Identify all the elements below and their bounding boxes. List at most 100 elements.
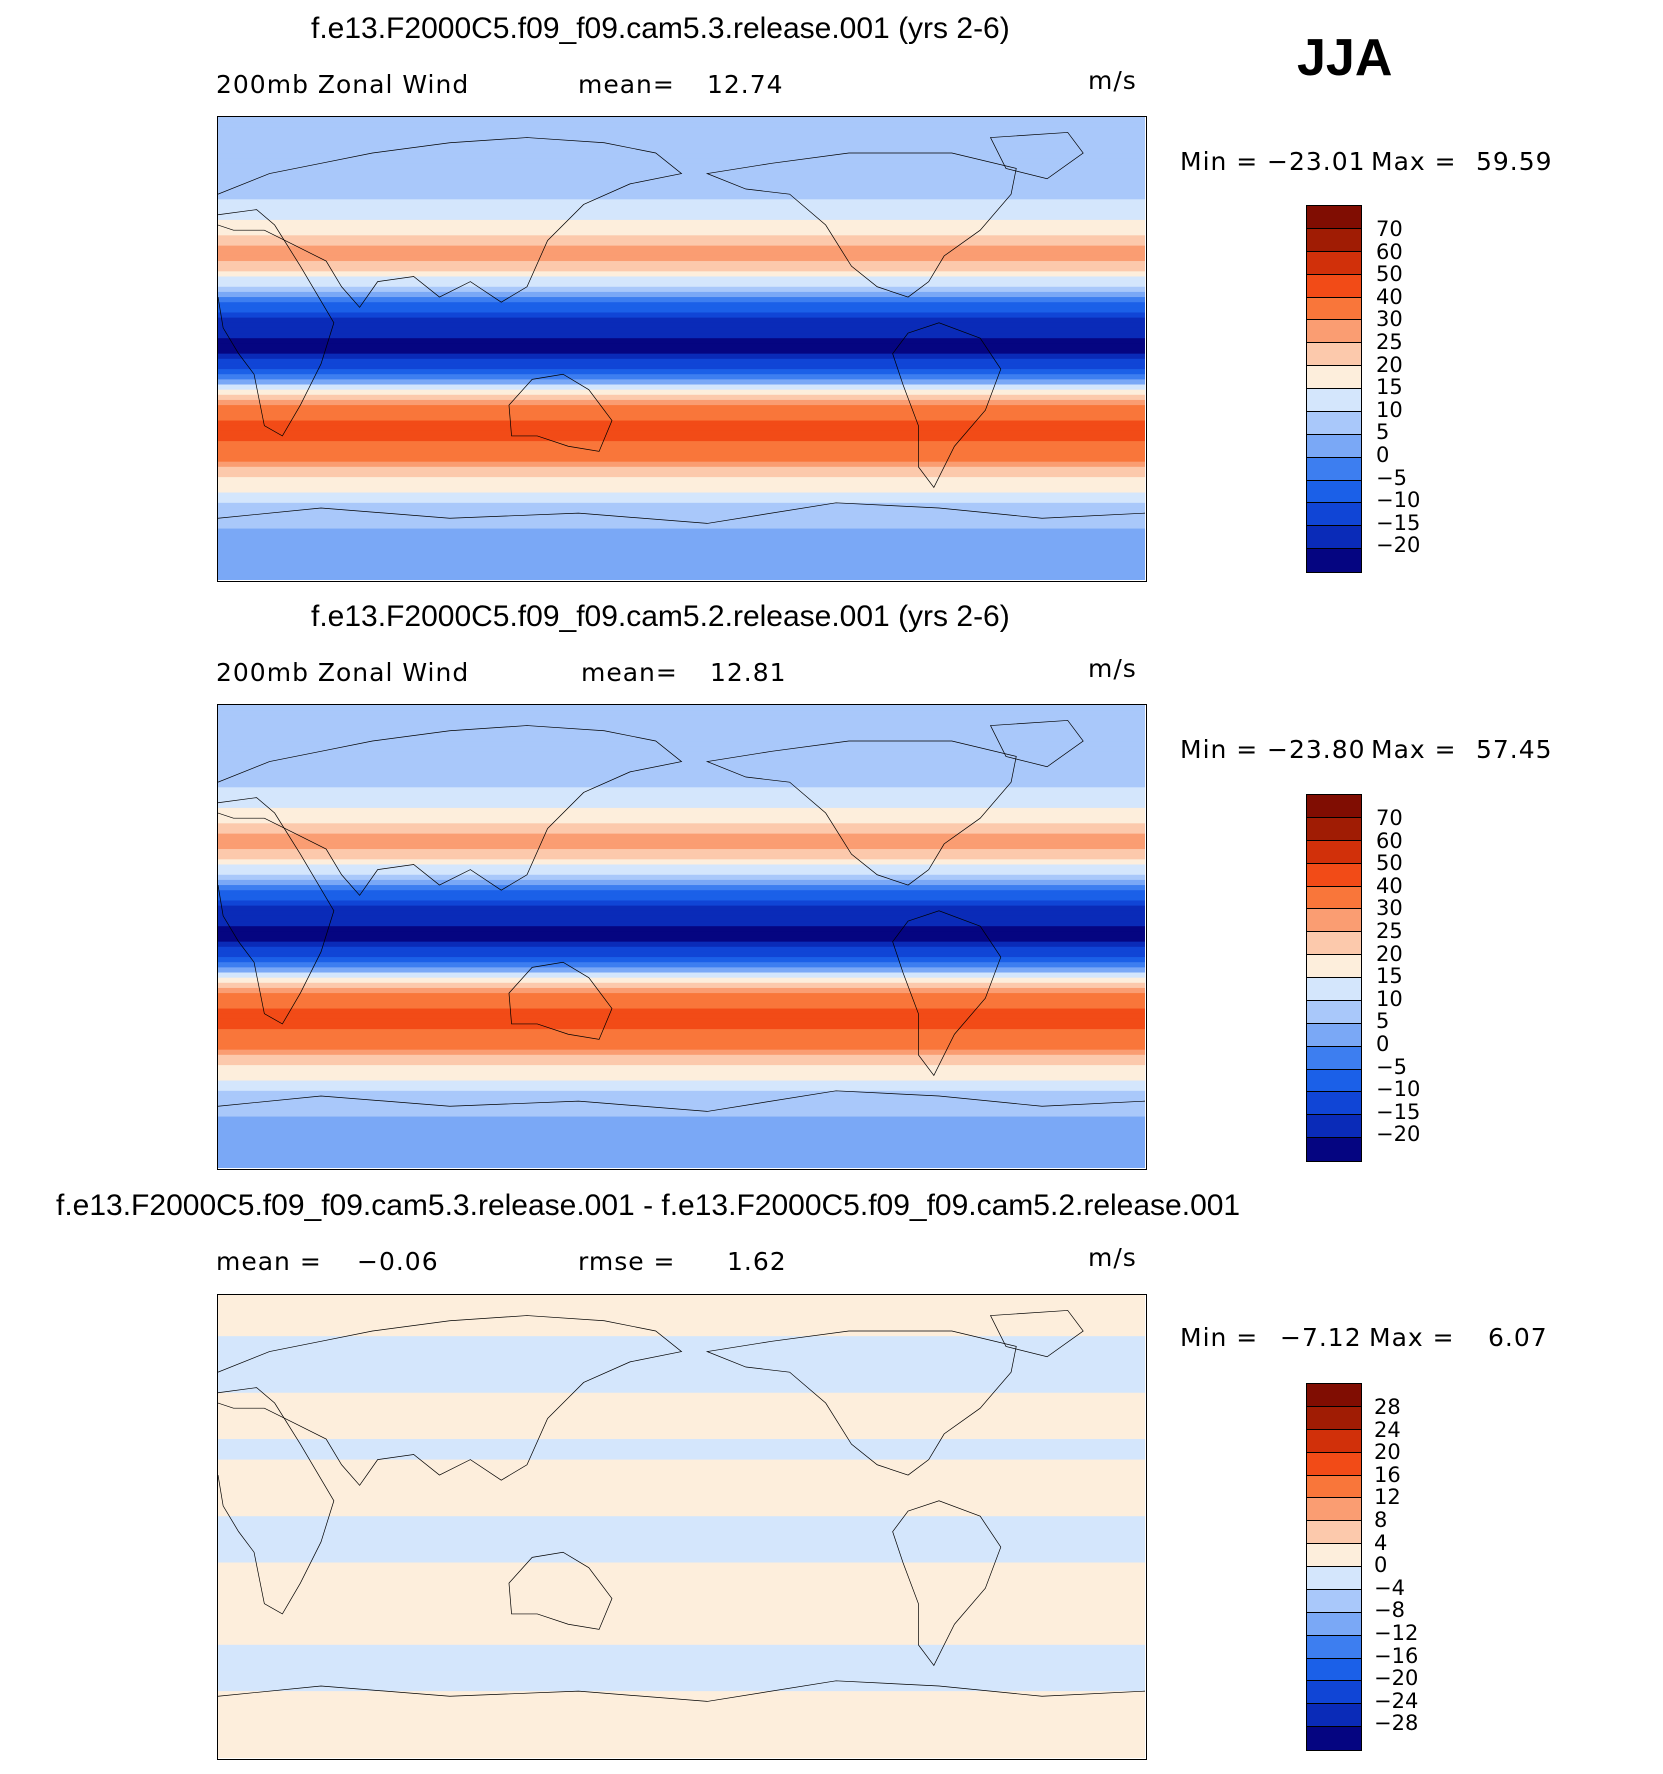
field-band	[218, 1685, 1145, 1692]
field-band	[218, 1752, 1145, 1758]
colorbar-swatch	[1307, 1704, 1361, 1728]
field-band	[218, 1372, 1145, 1378]
panel-2-colorbar-ticks: 70 60 50 40 30 25 20 15 10 5 0 −5 −10 −15 −20	[1376, 808, 1436, 1148]
field-band	[218, 1305, 1145, 1311]
colorbar-tick-label: −10	[1376, 1077, 1421, 1102]
colorbar-tick-label: 10	[1376, 397, 1403, 422]
colorbar-swatch	[1307, 526, 1361, 550]
colorbar-swatch	[1307, 1069, 1361, 1093]
panel-1-colorbar-ticks: 70 60 50 40 30 25 20 15 10 5 0 −5 −10 −15 −20	[1376, 219, 1436, 559]
field-band	[218, 1469, 1145, 1476]
field-band	[218, 972, 1145, 979]
field-band	[218, 977, 1145, 984]
colorbar-swatch	[1307, 978, 1361, 1001]
colorbar-tick-label: 10	[1376, 986, 1403, 1011]
field-band	[218, 312, 1145, 319]
field-band	[218, 1018, 1145, 1025]
field-band	[218, 931, 1145, 938]
field-band	[218, 1624, 1145, 1630]
panel-1-max-value: 59.59	[1476, 147, 1553, 176]
colorbar-tick-label: 50	[1376, 262, 1403, 287]
field-band	[218, 297, 1145, 303]
colorbar-swatch	[1307, 886, 1361, 910]
field-band	[218, 1044, 1145, 1051]
field-band	[218, 194, 1145, 200]
coastline	[218, 1388, 334, 1614]
field-band	[218, 353, 1145, 360]
field-band	[218, 1080, 1145, 1087]
coastline	[509, 1552, 612, 1629]
field-band	[218, 230, 1145, 236]
panel-3-title: f.e13.F2000C5.f09_f09.cam5.3.release.001…	[56, 1189, 1241, 1222]
panel-3-max-value: 6.07	[1488, 1323, 1548, 1352]
field-band	[218, 1408, 1145, 1414]
colorbar-swatch	[1307, 840, 1361, 864]
colorbar-tick-label: 8	[1374, 1508, 1388, 1532]
field-band	[218, 554, 1145, 560]
field-band	[218, 497, 1145, 504]
field-band	[218, 291, 1145, 298]
field-band	[218, 410, 1145, 416]
coastline	[893, 323, 1001, 488]
field-band	[218, 523, 1145, 530]
panel-2-units: m/s	[1088, 654, 1137, 683]
field-band	[218, 1346, 1145, 1353]
field-band	[218, 869, 1145, 876]
field-band	[218, 1505, 1145, 1512]
panel-3-colorbar	[1306, 1383, 1362, 1751]
field-band	[218, 492, 1145, 499]
field-band	[218, 307, 1145, 314]
field-band	[218, 1300, 1145, 1306]
coastline	[991, 132, 1084, 178]
field-band	[218, 1511, 1145, 1517]
panel-2-max-value: 57.45	[1476, 735, 1553, 764]
field-band	[218, 1603, 1145, 1610]
coastline	[991, 720, 1084, 766]
colorbar-tick-label: 20	[1376, 941, 1403, 966]
field-band	[218, 1111, 1145, 1118]
colorbar-swatch	[1307, 1046, 1361, 1070]
field-band	[218, 946, 1145, 953]
field-band	[218, 1588, 1145, 1594]
field-band	[218, 926, 1145, 932]
field-band	[218, 1392, 1145, 1399]
field-band	[218, 333, 1145, 339]
coastline	[509, 374, 612, 451]
field-band	[218, 941, 1145, 948]
field-band	[218, 1162, 1145, 1168]
panel-2-variable: 200mb Zonal Wind	[216, 658, 470, 687]
field-band	[218, 1521, 1145, 1528]
field-band	[218, 1583, 1145, 1589]
panel-2-min-label: Min =	[1180, 735, 1259, 764]
field-band	[218, 1008, 1145, 1015]
field-band	[218, 163, 1145, 169]
colorbar-tick-label: 15	[1376, 964, 1403, 989]
colorbar-tick-label: −28	[1374, 1711, 1419, 1736]
field-band	[218, 1320, 1145, 1327]
panel-1-min-label: Min =	[1180, 147, 1259, 176]
field-band	[218, 1403, 1145, 1409]
field-band	[218, 1418, 1145, 1425]
field-band	[218, 1541, 1145, 1548]
field-band	[218, 1464, 1145, 1471]
field-band	[218, 1116, 1145, 1123]
field-band	[218, 962, 1145, 968]
colorbar-tick-label: 30	[1376, 896, 1403, 921]
field-band	[218, 425, 1145, 432]
field-band	[218, 1706, 1145, 1713]
field-band	[218, 1547, 1145, 1553]
field-band	[218, 441, 1145, 447]
colorbar-tick-label: 40	[1376, 873, 1403, 898]
field-band	[218, 987, 1145, 994]
field-band	[218, 415, 1145, 422]
field-band	[218, 214, 1145, 221]
colorbar-swatch	[1307, 932, 1361, 956]
field-band	[218, 823, 1145, 829]
colorbar-tick-label: −20	[1376, 533, 1421, 558]
field-band	[218, 538, 1145, 545]
field-band	[218, 1387, 1145, 1394]
field-band	[218, 507, 1145, 514]
field-band	[218, 302, 1145, 308]
field-band	[218, 1029, 1145, 1035]
field-band	[218, 1737, 1145, 1744]
